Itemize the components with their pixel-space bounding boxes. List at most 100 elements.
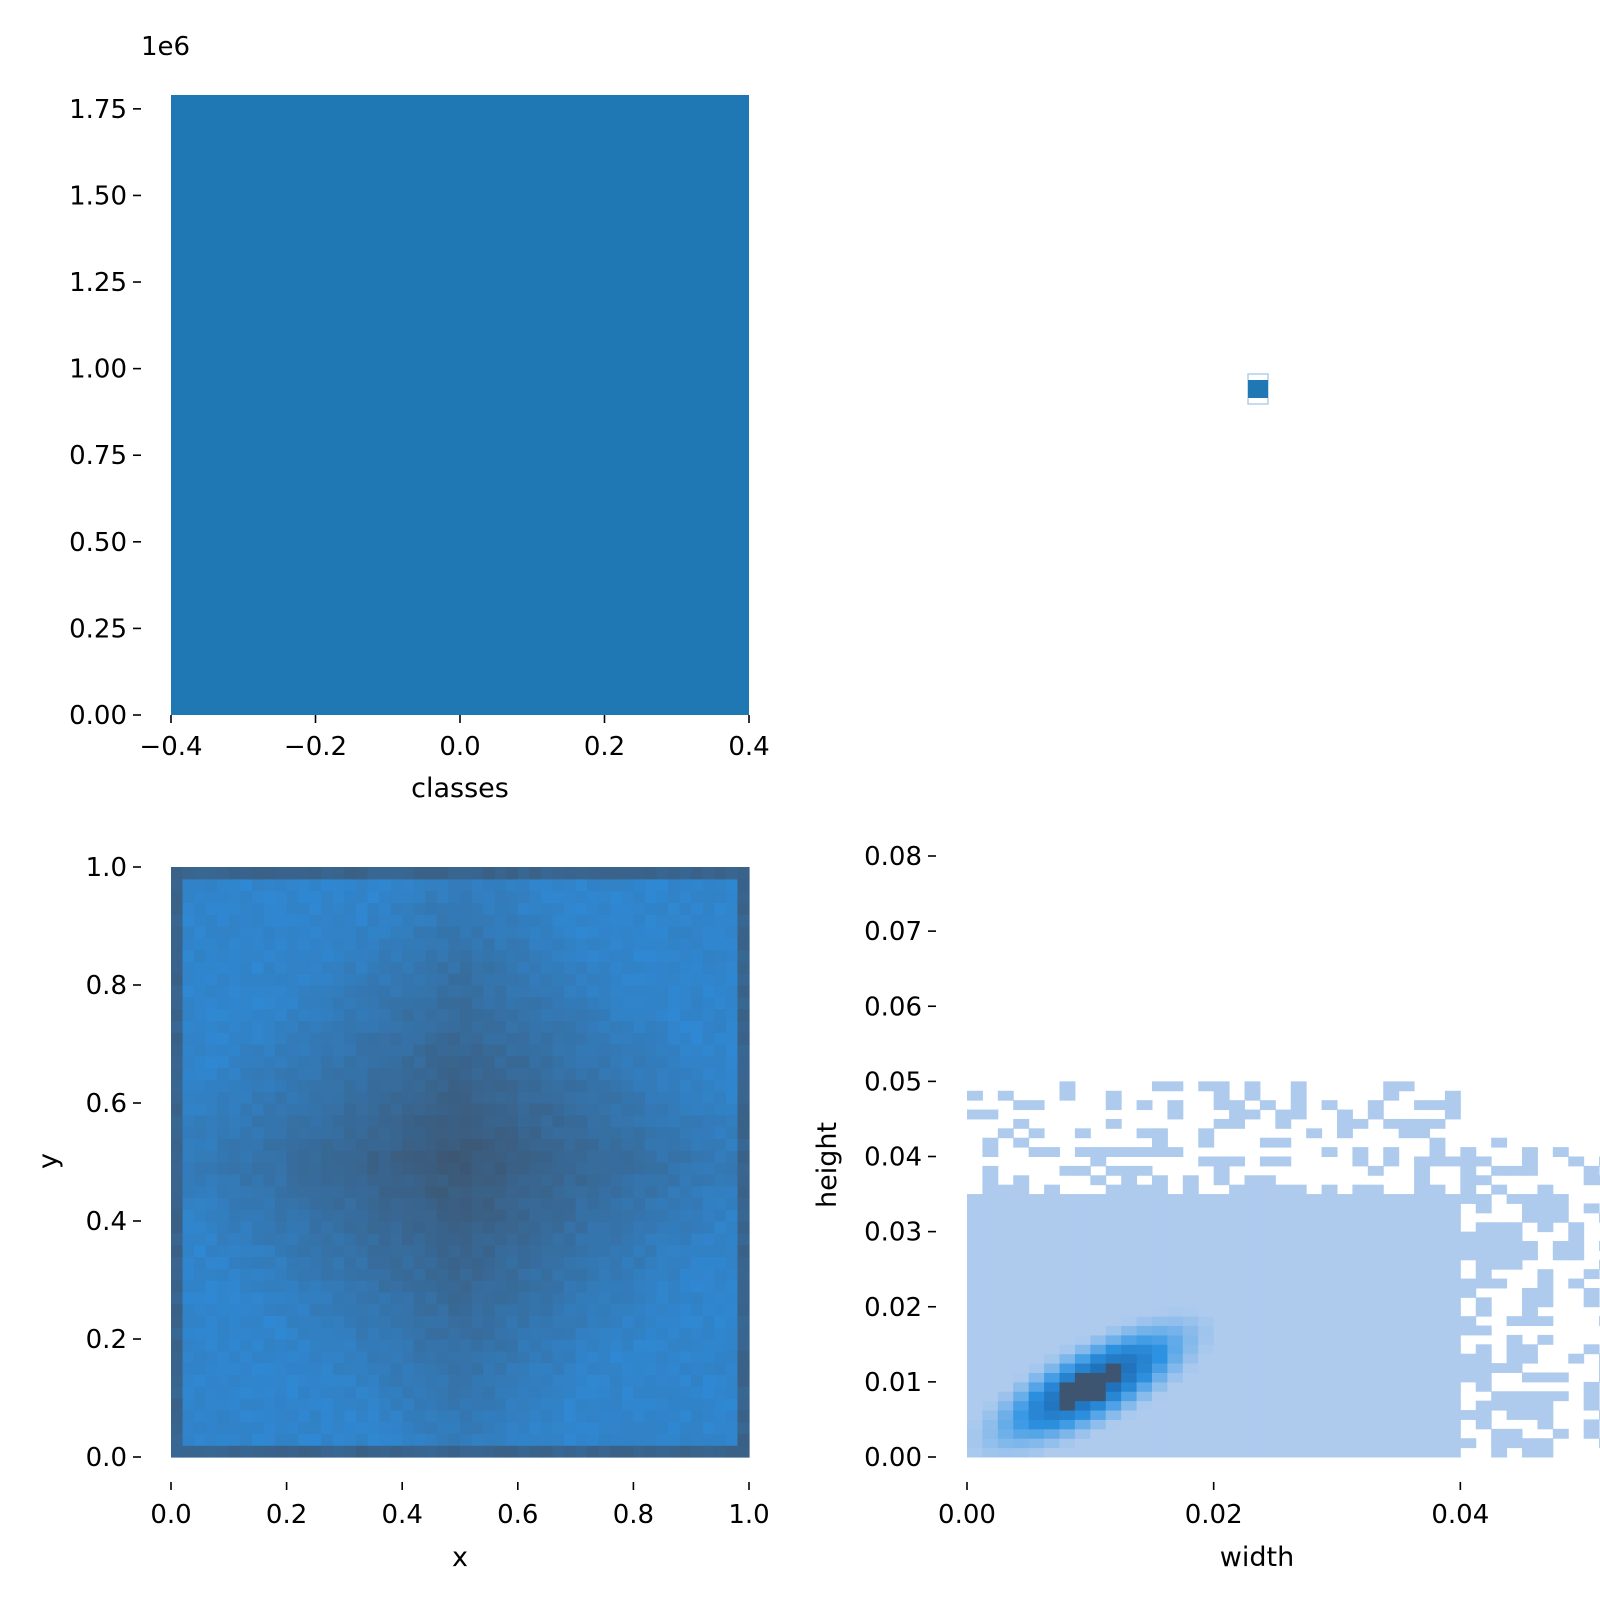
wh-density-cell xyxy=(1321,1316,1338,1327)
xy-density-cell xyxy=(691,1386,704,1399)
wh-density-cell xyxy=(1229,1278,1245,1289)
xy-density-cell xyxy=(725,1244,739,1257)
xy-density-cell xyxy=(321,1067,334,1080)
xy-density-cell xyxy=(182,937,195,951)
wh-density-cell xyxy=(1059,1372,1076,1383)
wh-density-cell xyxy=(1414,1372,1430,1383)
wh-density-cell xyxy=(1136,1306,1153,1317)
wh-density-cell xyxy=(1090,1316,1107,1327)
wh-density-cell xyxy=(1044,1278,1060,1289)
wh-density-cell xyxy=(1352,1419,1369,1430)
xy-density-cell xyxy=(633,1232,646,1246)
xy-density-cell xyxy=(725,914,739,927)
xy-density-cell xyxy=(633,1303,646,1316)
wh-density-cell xyxy=(1352,1316,1369,1327)
wh-density-cell xyxy=(1429,1334,1446,1345)
xy-density-cell xyxy=(194,1138,207,1151)
wh-density-cell xyxy=(1105,1334,1122,1345)
xy-density-cell xyxy=(217,1114,230,1128)
xy-density-cell xyxy=(309,1244,322,1257)
wh-density-cell xyxy=(1229,1438,1245,1449)
xy-density-cell xyxy=(240,1055,253,1069)
xy-density-cell xyxy=(286,937,299,951)
xy-density-cell xyxy=(240,1350,253,1364)
xy-density-cell xyxy=(298,1421,311,1434)
xy-density-cell xyxy=(298,1244,311,1257)
y-tick-label: 0.07 xyxy=(864,917,922,947)
xy-density-cell xyxy=(390,1091,403,1104)
xy-density-cell xyxy=(332,1339,345,1352)
xy-density-cell xyxy=(402,1209,415,1222)
xy-density-cell xyxy=(275,1244,288,1257)
wh-density-cell xyxy=(1337,1363,1353,1373)
xy-density-cell xyxy=(321,949,334,962)
wh-density-cell xyxy=(1522,1156,1538,1167)
xy-density-cell xyxy=(448,1291,461,1305)
xy-density-cell xyxy=(205,1445,218,1458)
wh-density-cell xyxy=(1152,1353,1168,1364)
xy-density-cell xyxy=(263,1256,276,1269)
wh-density-cell xyxy=(1583,1203,1600,1214)
wh-density-cell xyxy=(1367,1109,1384,1120)
xy-density-cell xyxy=(309,1339,322,1352)
xy-density-cell xyxy=(275,1339,288,1352)
xy-density-cell xyxy=(575,1091,588,1104)
xy-density-cell xyxy=(344,878,357,892)
wh-density-cell xyxy=(1568,1222,1585,1233)
xy-density-cell xyxy=(598,1020,611,1033)
xy-density-cell xyxy=(182,1185,195,1198)
xy-density-cell xyxy=(275,1374,288,1387)
xy-density-cell xyxy=(355,1339,369,1352)
xy-density-cell xyxy=(575,1079,588,1092)
xy-density-cell xyxy=(668,1280,681,1293)
wh-density-cell xyxy=(1460,1165,1477,1176)
wh-density-cell xyxy=(1321,1410,1338,1420)
xy-density-cell xyxy=(171,1185,184,1198)
xy-density-cell xyxy=(367,1020,380,1033)
xy-density-cell xyxy=(737,902,750,915)
xy-density-cell xyxy=(725,985,739,998)
xy-density-cell xyxy=(668,1197,681,1210)
xy-density-cell xyxy=(702,1221,715,1234)
xy-density-cell xyxy=(321,937,334,951)
xy-density-cell xyxy=(564,902,577,915)
wh-density-cell xyxy=(1398,1363,1415,1373)
wh-density-cell xyxy=(1414,1428,1430,1439)
xy-density-cell xyxy=(286,1221,299,1234)
wh-density-cell xyxy=(1044,1222,1060,1233)
wh-density-cell xyxy=(1306,1410,1323,1420)
xy-density-cell xyxy=(494,914,507,927)
xy-density-cell xyxy=(321,1091,334,1104)
wh-density-cell xyxy=(1259,1353,1276,1364)
xy-density-cell xyxy=(367,1044,380,1057)
xy-density-cell xyxy=(702,1244,715,1257)
xy-density-cell xyxy=(621,1103,634,1116)
wh-density-cell xyxy=(1121,1344,1138,1355)
xy-density-cell xyxy=(205,1421,218,1434)
xy-density-cell xyxy=(610,1197,623,1210)
xy-density-cell xyxy=(240,949,253,962)
xy-density-cell xyxy=(483,1020,496,1033)
xy-density-cell xyxy=(621,1185,634,1198)
xy-density-cell xyxy=(633,985,646,998)
xy-density-cell xyxy=(517,973,530,986)
xy-density-cell xyxy=(471,1445,484,1458)
wh-density-cell xyxy=(1136,1400,1153,1411)
wh-density-cell xyxy=(1090,1287,1107,1298)
wh-density-cell xyxy=(1306,1325,1323,1336)
xy-density-cell xyxy=(702,1421,715,1434)
xy-density-cell xyxy=(309,1103,322,1116)
xy-density-cell xyxy=(413,1374,426,1387)
xy-density-cell xyxy=(379,1398,392,1411)
wh-density-cell xyxy=(1182,1447,1199,1458)
xy-density-cell xyxy=(286,1044,299,1057)
wh-density-cell xyxy=(1383,1250,1400,1261)
wh-density-cell xyxy=(1259,1175,1276,1186)
wh-density-cell xyxy=(1152,1203,1168,1214)
xy-density-cell xyxy=(425,1244,438,1257)
xy-density-cell xyxy=(679,1386,692,1399)
wh-density-cell xyxy=(1167,1250,1184,1261)
xy-density-cell xyxy=(298,1067,311,1080)
xy-density-cell xyxy=(598,1221,611,1234)
wh-density-cell xyxy=(1152,1250,1168,1261)
